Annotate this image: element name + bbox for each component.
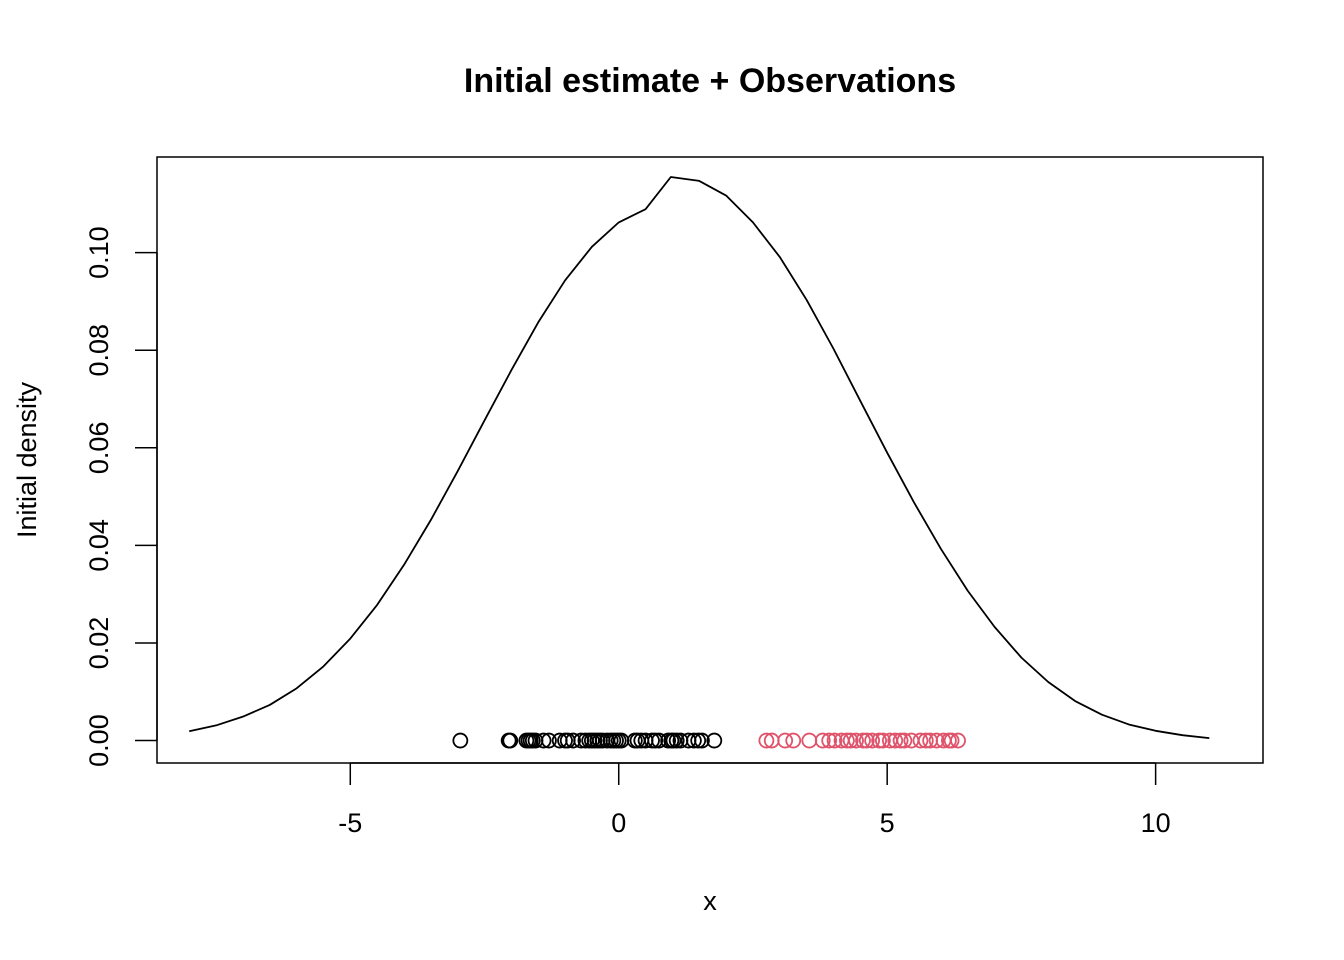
x-tick-label: 5 — [880, 808, 895, 838]
observation-point-red — [855, 732, 871, 749]
observation-point-black — [706, 732, 723, 749]
observation-point-black — [647, 732, 664, 749]
observation-point-red — [950, 732, 966, 749]
observation-point-red — [874, 732, 891, 749]
observation-point-red — [842, 732, 859, 749]
observation-point-red — [801, 732, 818, 749]
observation-point-red — [858, 732, 875, 749]
observation-point-red — [871, 732, 888, 749]
y-tick-label: 0.00 — [84, 714, 114, 767]
observation-point-red — [758, 732, 775, 749]
density-curve — [189, 176, 1210, 740]
observation-point-black — [690, 732, 707, 749]
y-tick-label: 0.06 — [84, 422, 114, 475]
observation-point-black — [502, 732, 519, 749]
observation-point-black — [685, 732, 702, 749]
observation-point-red — [814, 732, 831, 749]
observation-point-black — [565, 732, 581, 749]
observation-point-red — [848, 732, 864, 749]
chart-title: Initial estimate + Observations — [464, 62, 956, 100]
observation-point-black — [541, 732, 557, 749]
observation-point-black — [694, 732, 710, 749]
x-axis: -5 0 5 10 — [338, 762, 1171, 838]
y-axis: 0.00 0.02 0.04 0.06 0.08 0.10 — [84, 226, 158, 767]
observation-point-red — [943, 732, 960, 749]
observation-point-red — [912, 732, 929, 749]
observation-point-red — [887, 732, 904, 749]
x-tick-label: -5 — [338, 808, 362, 838]
observation-point-red — [821, 732, 838, 749]
observation-point-red — [892, 732, 909, 749]
y-tick-label: 0.04 — [84, 519, 114, 572]
x-tick-label: 0 — [611, 808, 626, 838]
y-tick-label: 0.02 — [84, 617, 114, 670]
y-tick-label: 0.08 — [84, 324, 114, 377]
observation-point-red — [864, 732, 881, 749]
x-axis-label: x — [703, 886, 717, 916]
y-axis-label: Initial density — [12, 381, 42, 538]
plot-area — [189, 176, 1210, 749]
observation-point-black — [668, 732, 685, 749]
observation-point-red — [928, 732, 945, 749]
x-tick-label: 10 — [1141, 808, 1171, 838]
observation-point-black — [452, 732, 469, 749]
observation-point-red — [777, 732, 794, 749]
observation-point-red — [839, 732, 855, 749]
observation-point-black — [535, 732, 552, 749]
observation-point-red — [826, 732, 843, 749]
observation-point-red — [896, 732, 913, 749]
plot-frame — [156, 156, 1264, 764]
observation-point-red — [917, 732, 934, 749]
observation-point-red — [785, 732, 802, 749]
y-tick-label: 0.10 — [84, 226, 114, 279]
